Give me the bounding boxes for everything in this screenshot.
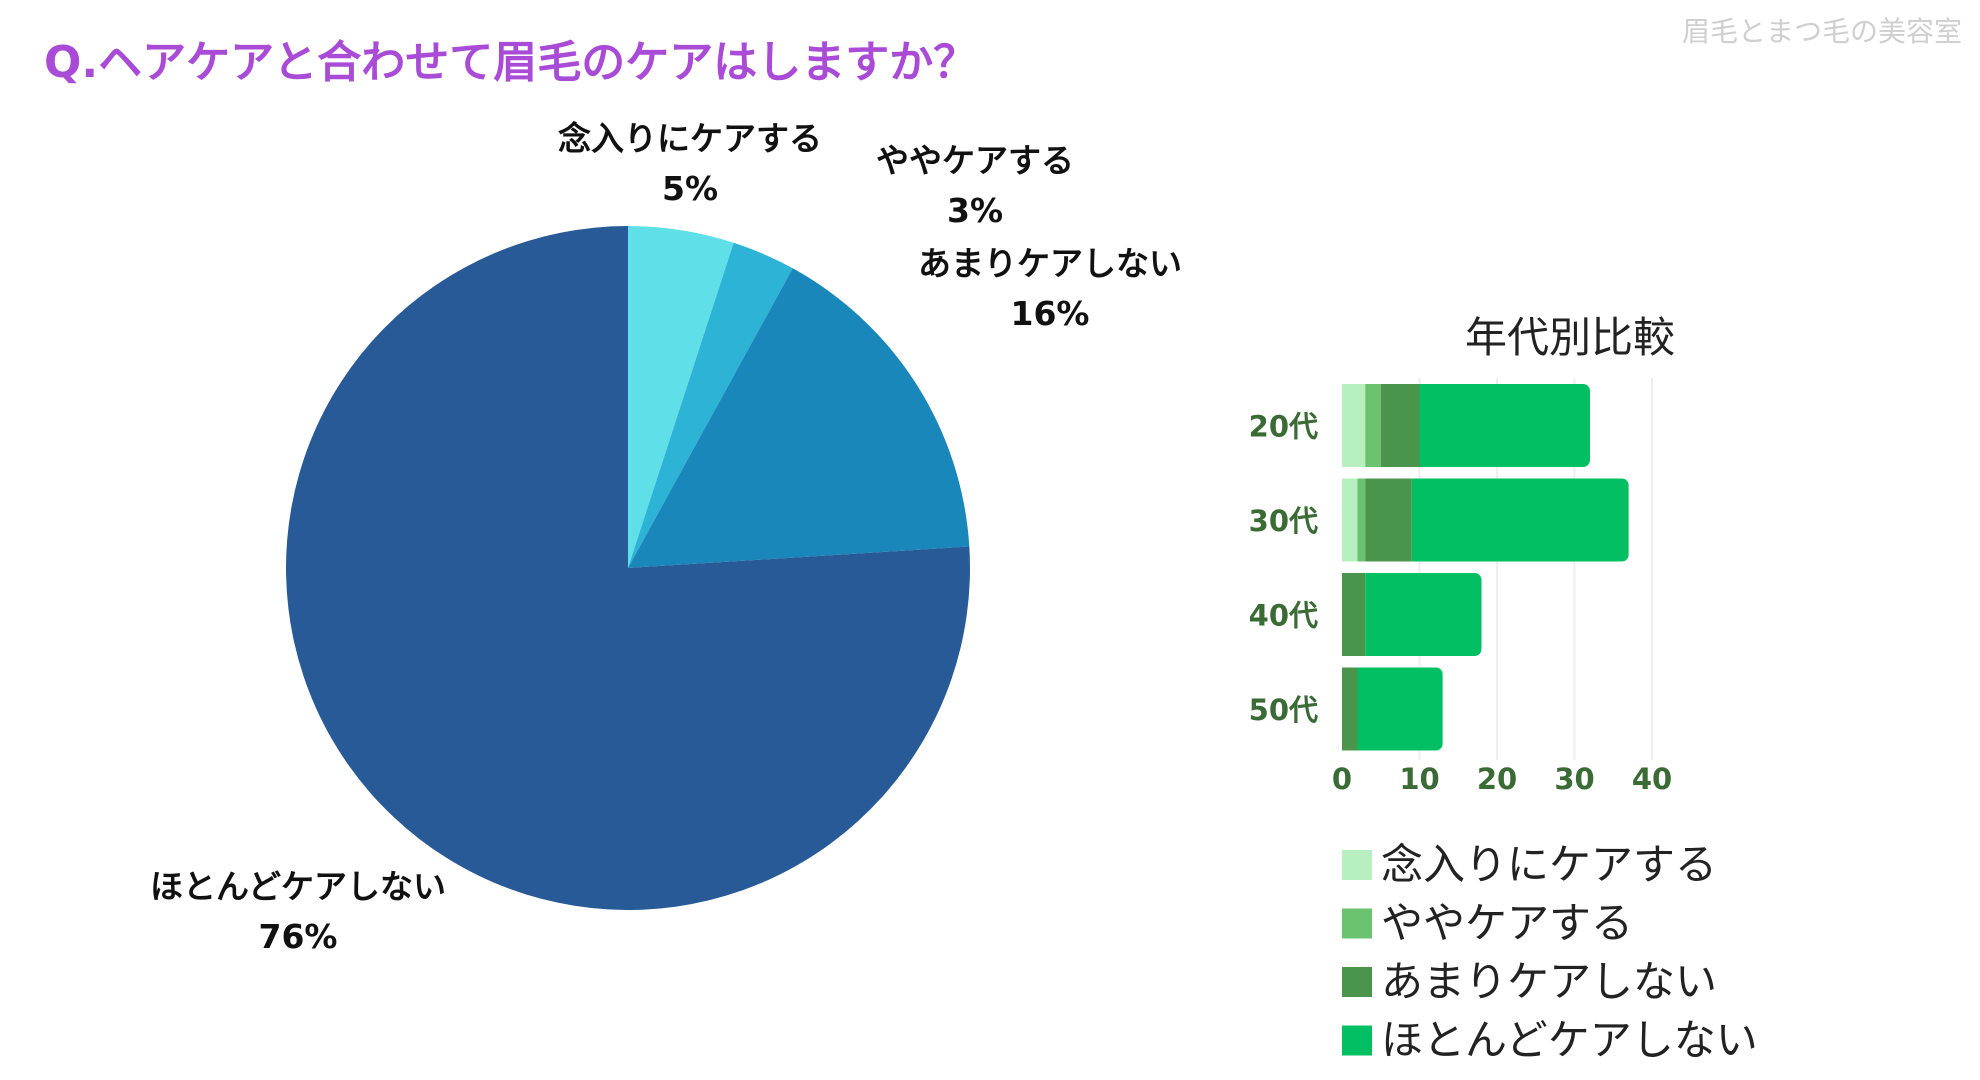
bar-segment <box>1411 478 1629 562</box>
bar-segment <box>1357 478 1366 562</box>
legend-swatch <box>1342 850 1372 880</box>
bar-segment <box>1342 667 1358 751</box>
y-category-label: 50代 <box>1249 693 1318 727</box>
legend-label: 念入りにケアする <box>1381 840 1717 889</box>
pie-slice-label: あまりケアしない <box>918 244 1182 283</box>
bar-segment <box>1419 384 1590 467</box>
x-tick-label: 0 <box>1332 762 1352 796</box>
pie-slice-value: 3% <box>947 191 1003 230</box>
bar-chart-title: 年代別比較 <box>1465 313 1675 362</box>
pie-slice <box>285 226 970 910</box>
pie-slice-value: 5% <box>662 169 718 208</box>
bar-segment <box>1342 573 1366 656</box>
bar-segment <box>1342 478 1358 562</box>
bar-segment <box>1342 384 1366 467</box>
bar-segment <box>1365 384 1381 467</box>
pie-slice <box>628 226 734 568</box>
legend-swatch <box>1342 908 1372 939</box>
pie-slice <box>628 268 970 568</box>
bar-segment <box>1357 667 1443 751</box>
pie-slice-label: ややケアする <box>876 141 1074 180</box>
legend-label: あまりケアしない <box>1381 957 1717 1006</box>
bar-segment <box>1365 478 1412 562</box>
pie-slice-value: 16% <box>1011 294 1090 333</box>
question-title: Q.ヘアケアと合わせて眉毛のケアはしますか？ <box>44 37 978 88</box>
pie-slice <box>628 242 793 568</box>
bar-segment <box>1380 384 1420 467</box>
y-category-label: 30代 <box>1249 504 1318 538</box>
x-tick-label: 30 <box>1554 762 1594 796</box>
legend-label: ややケアする <box>1381 899 1633 948</box>
legend-label: ほとんどケアしない <box>1381 1016 1758 1065</box>
pie-slice-label: ほとんどケアしない <box>150 867 446 906</box>
y-category-label: 40代 <box>1249 599 1318 633</box>
x-tick-label: 10 <box>1399 762 1439 796</box>
y-category-label: 20代 <box>1249 410 1318 444</box>
watermark: 眉毛とまつ毛の美容室 <box>1681 15 1962 48</box>
x-tick-label: 20 <box>1477 762 1517 796</box>
pie-slice-label: 念入りにケアする <box>558 119 822 158</box>
bar-segment <box>1365 573 1482 656</box>
x-tick-label: 40 <box>1632 762 1672 796</box>
pie-slice-value: 76% <box>259 917 338 956</box>
legend-swatch <box>1342 1025 1372 1056</box>
legend-swatch <box>1342 967 1372 997</box>
